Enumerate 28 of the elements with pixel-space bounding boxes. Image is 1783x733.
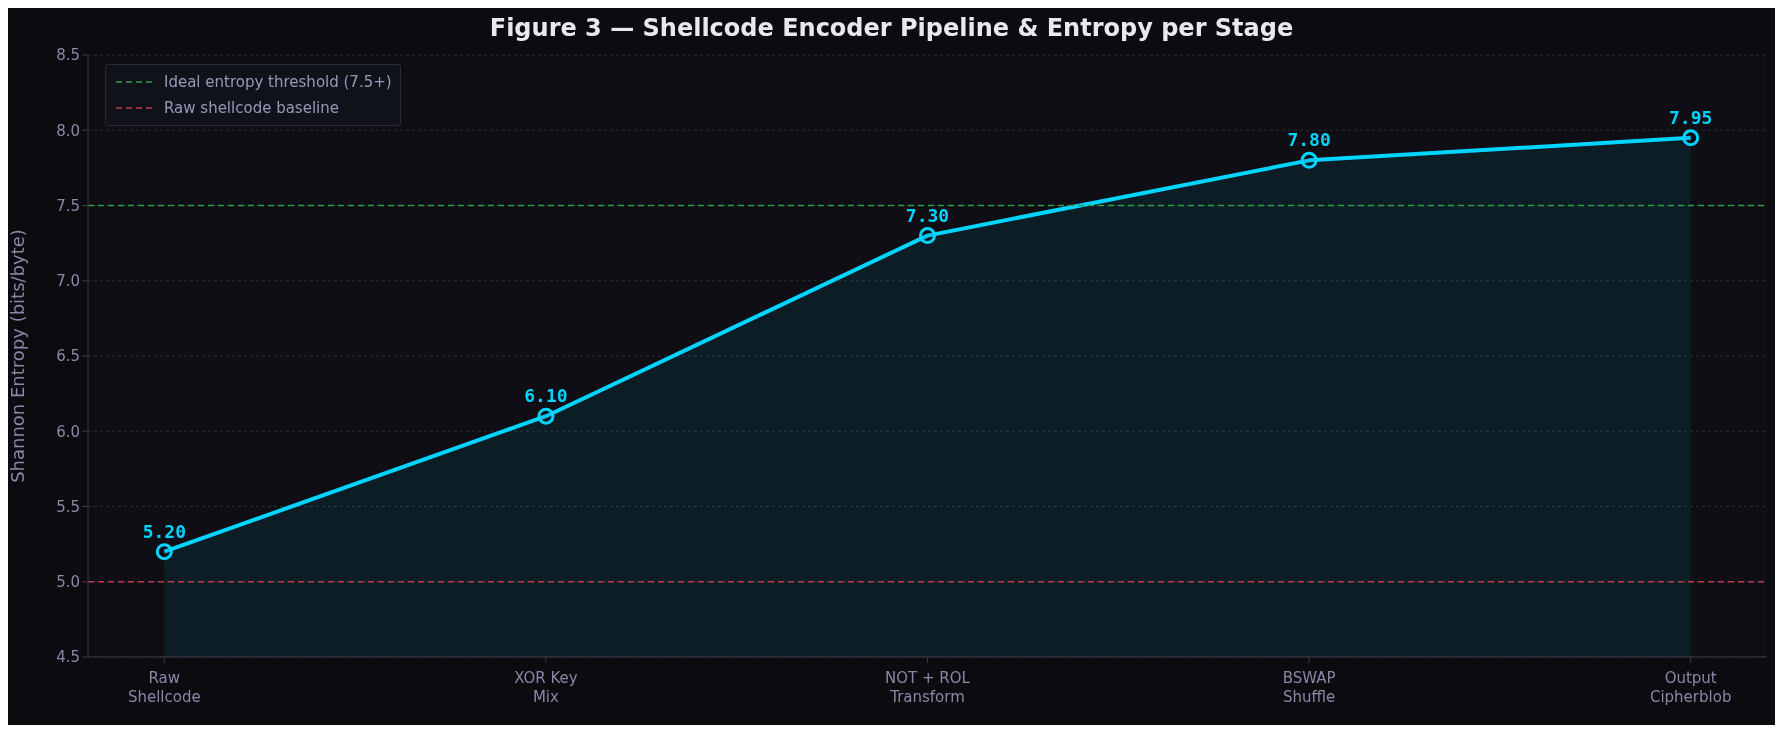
x-tick-label: BSWAP Shuffle: [1282, 669, 1336, 706]
point: [1300, 151, 1318, 169]
data-label: 7.95: [1669, 106, 1713, 128]
point: [537, 407, 555, 425]
data-label: 7.80: [1287, 129, 1331, 151]
x-tick-label: XOR Key Mix: [514, 669, 578, 706]
y-tick-label: 6.5: [56, 347, 80, 366]
y-tick-label: 7.0: [56, 272, 80, 291]
point: [1682, 129, 1700, 147]
x-tick-label: Output Cipherblob: [1649, 669, 1732, 706]
y-tick-label: 7.5: [56, 196, 80, 215]
data-label: 6.10: [524, 385, 568, 407]
legend-label: Raw shellcode baseline: [164, 99, 339, 117]
x-tick-label: Raw Shellcode: [127, 669, 201, 706]
y-tick-label: 8.5: [56, 46, 80, 65]
data-label: 7.30: [905, 204, 950, 226]
y-tick-label: 5.0: [56, 573, 80, 592]
y-tick-label: 8.0: [56, 121, 80, 140]
chart-title: Figure 3 — Shellcode Encoder Pipeline & Entropy per Stage: [488, 13, 1295, 43]
y-tick-label: 4.5: [56, 648, 80, 667]
data-label: 5.20: [142, 520, 186, 542]
point: [155, 543, 173, 561]
y-tick-label: 6.0: [56, 422, 80, 441]
y-axis-title: Shannon Entropy (bits/byte): [7, 229, 29, 483]
x-tick-label: NOT + ROL Transform: [885, 669, 971, 706]
y-tick-label: 5.5: [56, 497, 80, 516]
legend-label: Ideal entropy threshold (7.5+): [164, 73, 392, 91]
point: [919, 227, 936, 245]
